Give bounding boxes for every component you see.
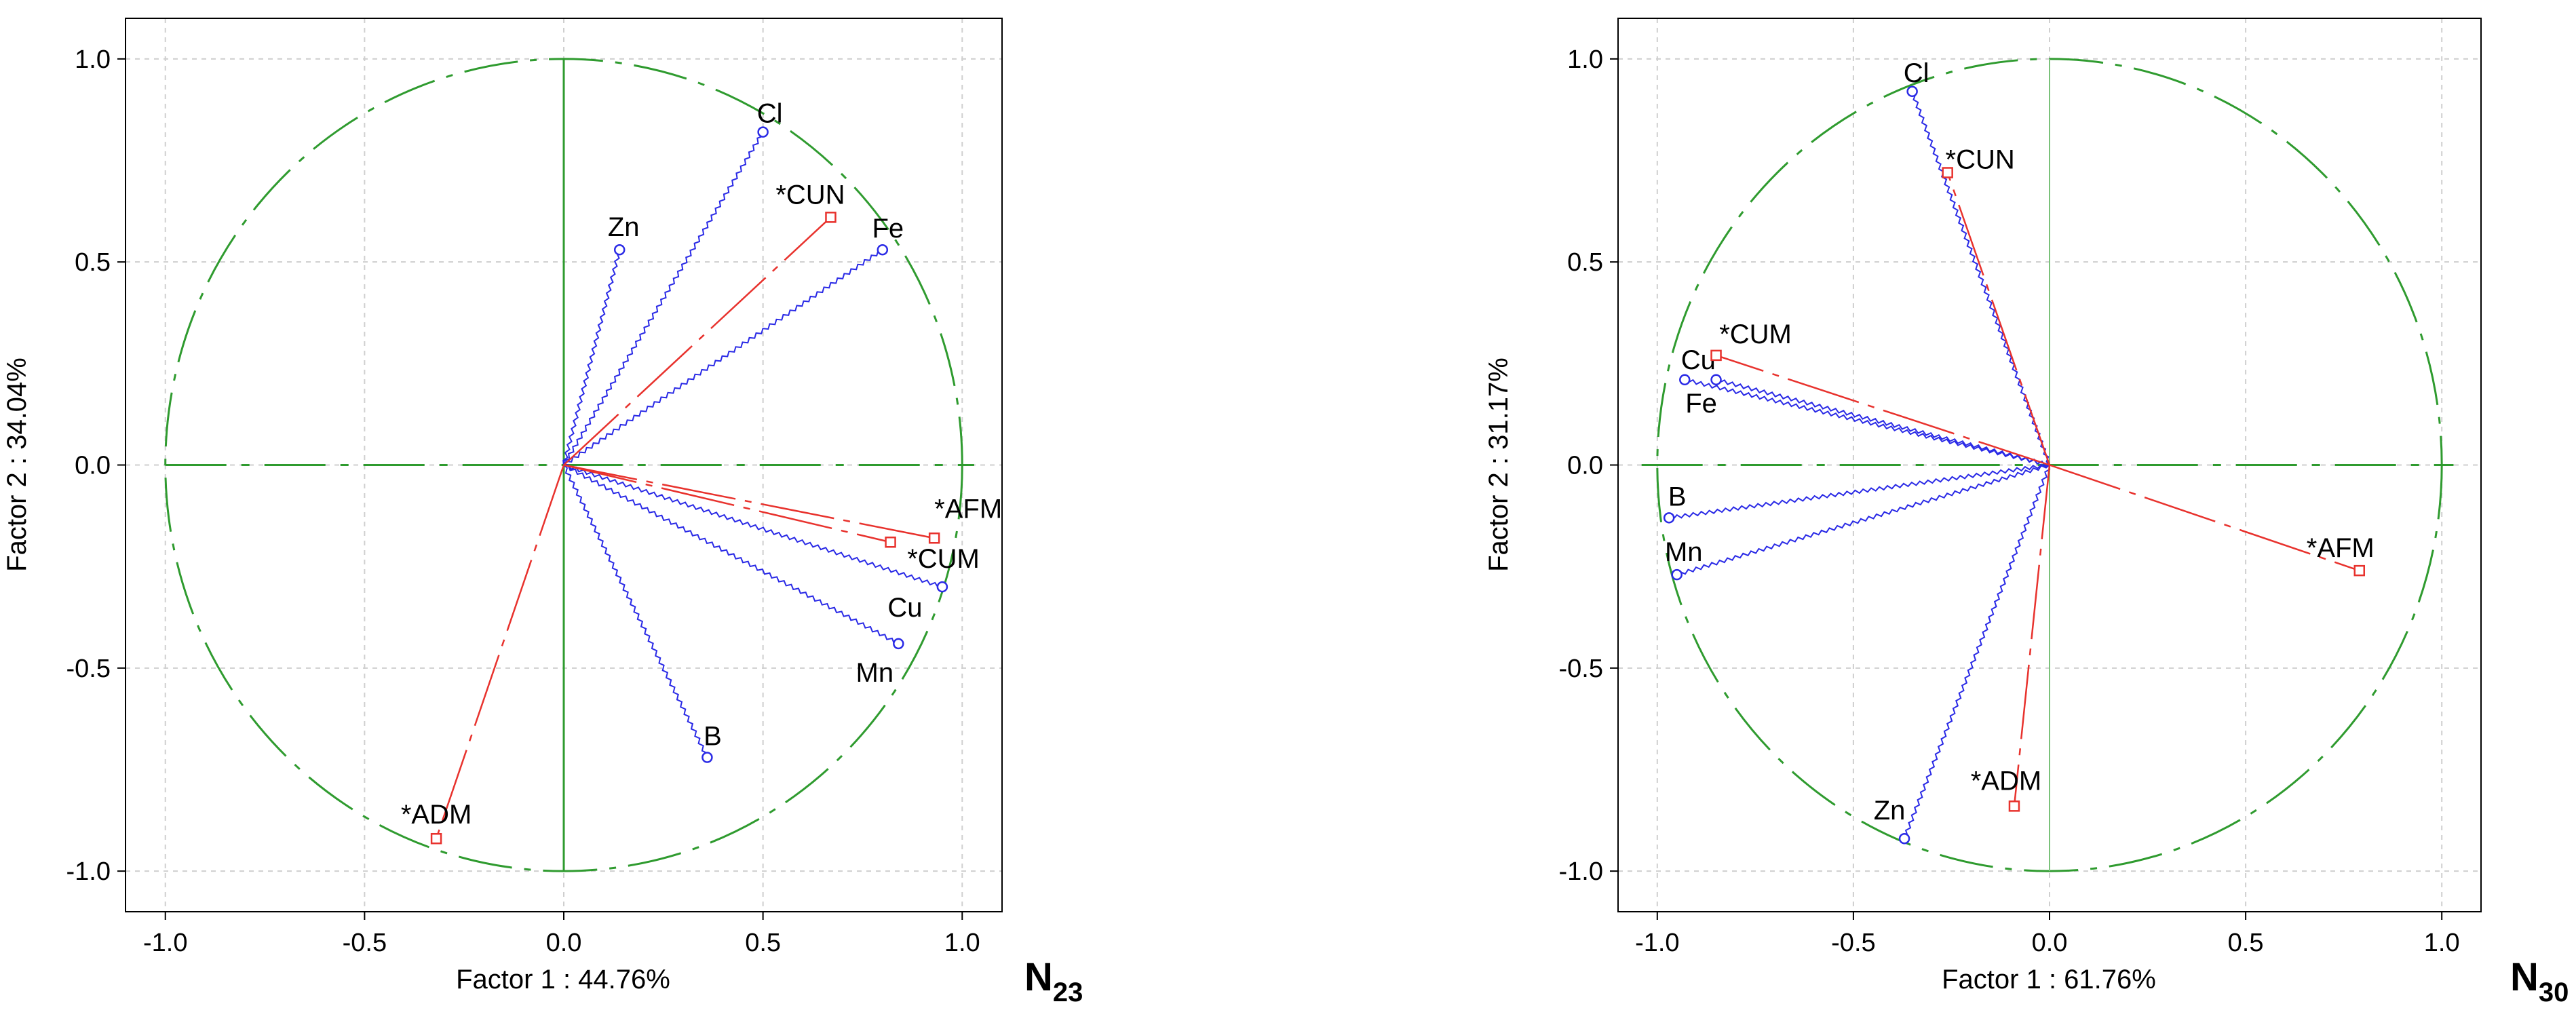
x-tick-label: -0.5 (1831, 929, 1875, 957)
vector-fe (1715, 379, 2050, 467)
panel-label-main: N (1024, 955, 1053, 999)
vector-b (1668, 463, 2050, 520)
y-tick-label: -1.0 (66, 857, 111, 886)
point-sup-adm (2008, 800, 2020, 812)
vector-cu (1684, 379, 2050, 467)
point-label-b: B (704, 722, 722, 752)
point-label-sup-cum: *CUM (1719, 320, 1792, 349)
y-tick-label: 0.0 (1567, 452, 1603, 480)
y-tick-label: 0.5 (1567, 248, 1603, 277)
y-tick-label: -1.0 (1559, 857, 1603, 886)
x-tick-label: 0.5 (2228, 929, 2264, 957)
point-label-fe: Fe (1685, 389, 1717, 419)
point-label-fe: Fe (872, 214, 904, 244)
point-label-mn: Mn (1665, 537, 1703, 567)
x-axis-label: Factor 1 : 61.76% (1942, 965, 2156, 994)
vector-zn (562, 249, 621, 465)
vector-sup-cun (1946, 172, 2051, 465)
x-tick-label: -1.0 (1635, 929, 1679, 957)
y-tick-label: -0.5 (66, 655, 111, 683)
y-tick-label: 0.5 (75, 248, 111, 277)
point-label-cu: Cu (887, 593, 922, 623)
panel-label-subscript: 23 (1053, 978, 1083, 1007)
vector-zn (1904, 465, 2051, 839)
panel-label: N23 (1024, 955, 1083, 1007)
point-cu (936, 581, 948, 593)
point-sup-cum (885, 536, 896, 548)
point-zn (613, 244, 626, 256)
point-label-sup-adm: *ADM (401, 800, 472, 830)
vector-mn (1676, 464, 2050, 575)
y-tick-label: 0.0 (75, 452, 111, 480)
x-tick-label: 0.5 (745, 929, 781, 957)
vector-fe (563, 249, 883, 466)
point-cl (1906, 85, 1918, 98)
point-label-sup-afm: *AFM (934, 494, 1002, 524)
vector-sup-adm (2013, 465, 2051, 807)
point-label-zn: Zn (608, 212, 640, 242)
point-fe (877, 244, 889, 256)
vector-sup-cun (563, 216, 832, 466)
point-label-cu: Cu (1681, 345, 1716, 375)
vector-sup-adm (435, 465, 565, 839)
x-tick-label: -0.5 (343, 929, 387, 957)
point-sup-cum (1710, 349, 1722, 362)
point-zn (1898, 832, 1910, 845)
point-b (701, 752, 713, 763)
point-sup-cun (1942, 167, 1953, 178)
y-tick-label: 1.0 (75, 45, 111, 74)
point-cu (1679, 374, 1691, 386)
x-tick-label: 1.0 (944, 929, 980, 957)
point-label-b: B (1668, 482, 1687, 511)
chart-panel-1: -1.0 -0.5 0.0 0.5 1.0 -1.0 -0.5 0.0 0.5 1.0 Factor… (2, 18, 1083, 1007)
y-axis-label: Factor 2 : 31.17% (1484, 357, 1514, 572)
x-tick-label: 0.0 (2032, 929, 2068, 957)
vector-sup-cum (1716, 354, 2050, 466)
point-sup-cun (825, 212, 837, 223)
panel-label-subscript: 30 (2539, 978, 2569, 1007)
y-axis-label: Factor 2 : 34.04% (2, 357, 32, 572)
chart-panel-2: -1.0 -0.5 0.0 0.5 1.0 -1.0 -0.5 0.0 0.5 1.0 Factor… (1484, 18, 2569, 1007)
point-sup-afm (928, 533, 940, 544)
point-label-sup-cum: *CUM (907, 544, 980, 574)
point-mn (893, 638, 904, 650)
vector-sup-cum (563, 464, 891, 543)
point-cl (757, 126, 769, 138)
point-label-sup-cun: *CUN (775, 180, 845, 210)
vector-mn (563, 464, 899, 644)
point-label-sup-cun: *CUN (1946, 144, 2015, 174)
vector-b (563, 464, 708, 758)
point-label-sup-afm: *AFM (2307, 533, 2375, 563)
point-label-cl: Cl (1904, 58, 1929, 88)
point-label-cl: Cl (757, 99, 783, 129)
point-label-mn: Mn (856, 658, 894, 688)
x-tick-label: 1.0 (2424, 929, 2460, 957)
point-fe (1710, 374, 1722, 386)
vector-cu (563, 463, 942, 588)
point-sup-adm (430, 832, 442, 845)
x-tick-label: 0.0 (546, 929, 582, 957)
point-b (1663, 512, 1675, 524)
panel-label: N30 (2510, 955, 2569, 1007)
vector-sup-afm (563, 464, 935, 539)
point-label-zn: Zn (1874, 796, 1906, 826)
y-tick-label: -0.5 (1559, 655, 1603, 683)
point-sup-afm (2353, 564, 2366, 577)
panel-label-main: N (2510, 955, 2539, 999)
vector-sup-afm (2049, 464, 2360, 572)
point-label-sup-adm: *ADM (1971, 766, 2041, 796)
x-axis-label: Factor 1 : 44.76% (456, 965, 670, 994)
vector-cl (563, 132, 764, 465)
point-mn (1671, 568, 1683, 581)
y-tick-label: 1.0 (1567, 45, 1603, 74)
x-tick-label: -1.0 (143, 929, 187, 957)
